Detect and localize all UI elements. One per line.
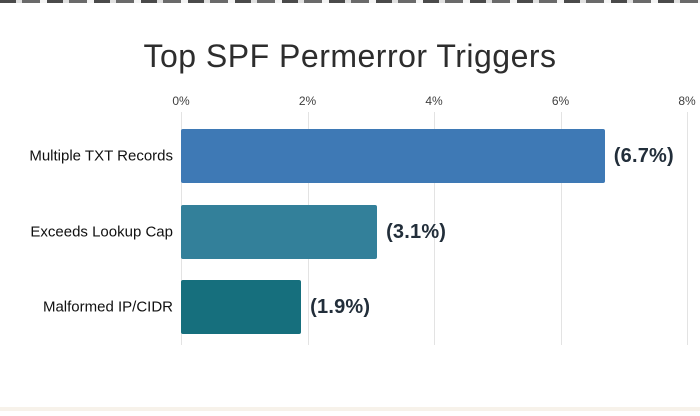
bar-malformed-ip-cidr xyxy=(181,280,302,334)
x-tick-label-8%: 8% xyxy=(678,94,696,108)
gridline-8% xyxy=(687,112,688,345)
x-tick-label-6%: 6% xyxy=(551,94,570,108)
x-tick-label-0%: 0% xyxy=(172,94,190,108)
category-label-exceeds-lookup-cap: Exceeds Lookup Cap xyxy=(30,223,173,240)
gridline-4% xyxy=(434,112,435,345)
value-label-exceeds-lookup-cap: (3.1%) xyxy=(386,220,447,243)
category-label-malformed-ip-cidr: Malformed IP/CIDR xyxy=(42,298,173,316)
chart-title: Top SPF Permerror Triggers xyxy=(143,38,557,74)
value-label-multiple-txt-records: (6.7%) xyxy=(613,145,674,167)
x-tick-label-4%: 4% xyxy=(425,94,443,108)
category-label-multiple-txt-records: Multiple TXT Records xyxy=(29,147,173,165)
value-label-malformed-ip-cidr: (1.9%) xyxy=(310,296,371,318)
gridline-6% xyxy=(560,112,562,345)
bar-exceeds-lookup-cap xyxy=(181,204,378,259)
bottom-edge-decoration xyxy=(0,407,700,411)
top-torn-edge-decoration xyxy=(0,0,700,3)
bar-multiple-txt-records xyxy=(181,129,605,183)
x-tick-label-2%: 2% xyxy=(298,94,317,108)
